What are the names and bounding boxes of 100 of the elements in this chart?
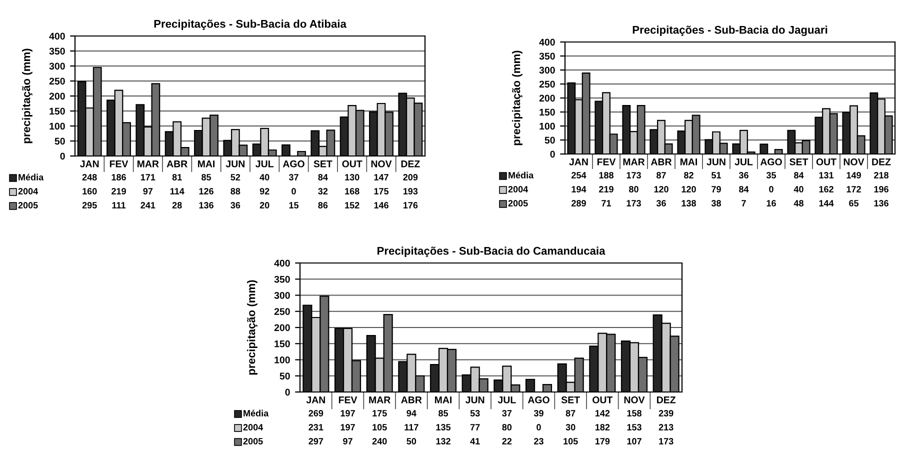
- x-tick-label: JUL: [498, 396, 516, 404]
- data-label: 85: [202, 174, 212, 180]
- data-label: 240: [372, 438, 387, 444]
- data-label: 239: [658, 410, 674, 416]
- y-axis-title: precipitação (mm): [512, 50, 522, 146]
- legend-label: 2004: [508, 186, 528, 192]
- data-label: 297: [308, 438, 324, 444]
- data-label: 48: [794, 200, 804, 206]
- y-tick-label: 250: [274, 308, 290, 315]
- data-label: 111: [112, 202, 126, 208]
- data-label: 176: [403, 202, 418, 208]
- legend-label: Média: [244, 410, 269, 416]
- data-label: 197: [340, 424, 355, 430]
- y-tick-label: 50: [544, 136, 555, 144]
- data-label: 193: [403, 188, 418, 194]
- data-label: 22: [502, 438, 512, 444]
- data-label: 149: [846, 172, 861, 178]
- data-label: 173: [626, 172, 641, 178]
- data-label: 241: [140, 202, 156, 208]
- y-tick-label: 150: [50, 108, 65, 115]
- data-label: 172: [846, 186, 861, 192]
- y-tick-label: 250: [539, 80, 555, 88]
- data-label: 36: [230, 202, 240, 208]
- data-label: 30: [566, 424, 576, 430]
- x-tick-label: DEZ: [872, 158, 891, 166]
- data-label: 158: [627, 410, 642, 416]
- data-label: 84: [739, 186, 749, 192]
- data-label: 188: [599, 172, 614, 178]
- data-label: 20: [260, 202, 270, 208]
- x-tick-label: ABR: [166, 160, 188, 168]
- data-label: 194: [572, 186, 586, 192]
- data-label: 248: [82, 174, 97, 180]
- legend-label: Média: [508, 172, 534, 178]
- data-label: 85: [438, 410, 448, 416]
- data-label: 231: [308, 424, 324, 430]
- data-label: 152: [345, 202, 360, 208]
- x-tick-label: MAR: [369, 396, 390, 404]
- data-label: 254: [572, 172, 586, 178]
- data-label: 138: [682, 200, 696, 206]
- y-tick-label: 400: [539, 38, 555, 46]
- y-tick-label: 100: [540, 122, 555, 130]
- data-label: 36: [656, 200, 666, 206]
- data-label: 162: [819, 186, 834, 192]
- data-label: 41: [470, 438, 480, 444]
- y-tick-label: 150: [274, 340, 290, 348]
- data-label: 37: [502, 410, 512, 416]
- x-tick-label: SET: [561, 396, 580, 404]
- data-label: 147: [374, 174, 388, 180]
- legend-label: 2005: [508, 200, 528, 206]
- x-tick-label: FEV: [597, 158, 616, 166]
- data-label: 186: [112, 174, 126, 180]
- data-label: 37: [288, 174, 298, 180]
- y-tick-label: 50: [54, 138, 65, 145]
- data-label: 7: [742, 200, 746, 206]
- data-label: 209: [403, 174, 418, 180]
- data-label: 97: [343, 438, 352, 444]
- x-tick-label: JUN: [706, 158, 726, 166]
- data-label: 51: [712, 172, 722, 178]
- y-tick-label: 250: [49, 78, 65, 85]
- data-label: 23: [534, 438, 544, 444]
- data-label: 117: [404, 424, 418, 430]
- data-label: 52: [230, 174, 240, 180]
- data-label: 36: [738, 172, 748, 178]
- data-label: 114: [170, 188, 184, 194]
- data-label: 32: [318, 188, 328, 194]
- data-label: 197: [340, 410, 355, 416]
- data-label: 86: [318, 202, 328, 208]
- x-tick-label: JUN: [226, 160, 244, 168]
- y-tick-label: 100: [50, 122, 65, 130]
- data-label: 173: [626, 200, 641, 206]
- x-tick-label: OUT: [816, 158, 836, 166]
- legend-label: Média: [18, 174, 44, 180]
- y-tick-label: 200: [539, 94, 555, 102]
- y-axis-title: precipitação (mm): [22, 48, 32, 144]
- data-label: 179: [595, 438, 610, 444]
- data-label: 105: [372, 424, 387, 430]
- data-label: 136: [199, 202, 214, 208]
- data-label: 196: [874, 186, 888, 192]
- y-tick-label: 0: [60, 152, 65, 160]
- legend-label: 2004: [243, 424, 264, 430]
- data-label: 50: [406, 438, 416, 444]
- y-tick-label: 200: [274, 324, 290, 332]
- x-tick-label: JUL: [734, 158, 753, 166]
- y-tick-label: 300: [49, 62, 65, 70]
- y-axis-title: precipitação (mm): [247, 280, 258, 375]
- y-tick-label: 350: [274, 276, 290, 283]
- data-label: 15: [289, 202, 299, 208]
- data-label: 171: [140, 174, 156, 180]
- data-label: 77: [470, 424, 480, 430]
- x-tick-label: AGO: [528, 396, 550, 404]
- x-tick-label: ABR: [650, 158, 672, 166]
- data-label: 28: [172, 202, 182, 208]
- data-label: 40: [794, 186, 804, 192]
- x-tick-label: MAI: [434, 396, 452, 404]
- y-tick-label: 300: [539, 66, 555, 74]
- y-tick-label: 200: [49, 92, 65, 100]
- data-label: 269: [308, 410, 324, 416]
- x-tick-label: AGO: [282, 160, 304, 168]
- data-label: 107: [627, 438, 642, 444]
- x-tick-label: MAR: [137, 160, 159, 168]
